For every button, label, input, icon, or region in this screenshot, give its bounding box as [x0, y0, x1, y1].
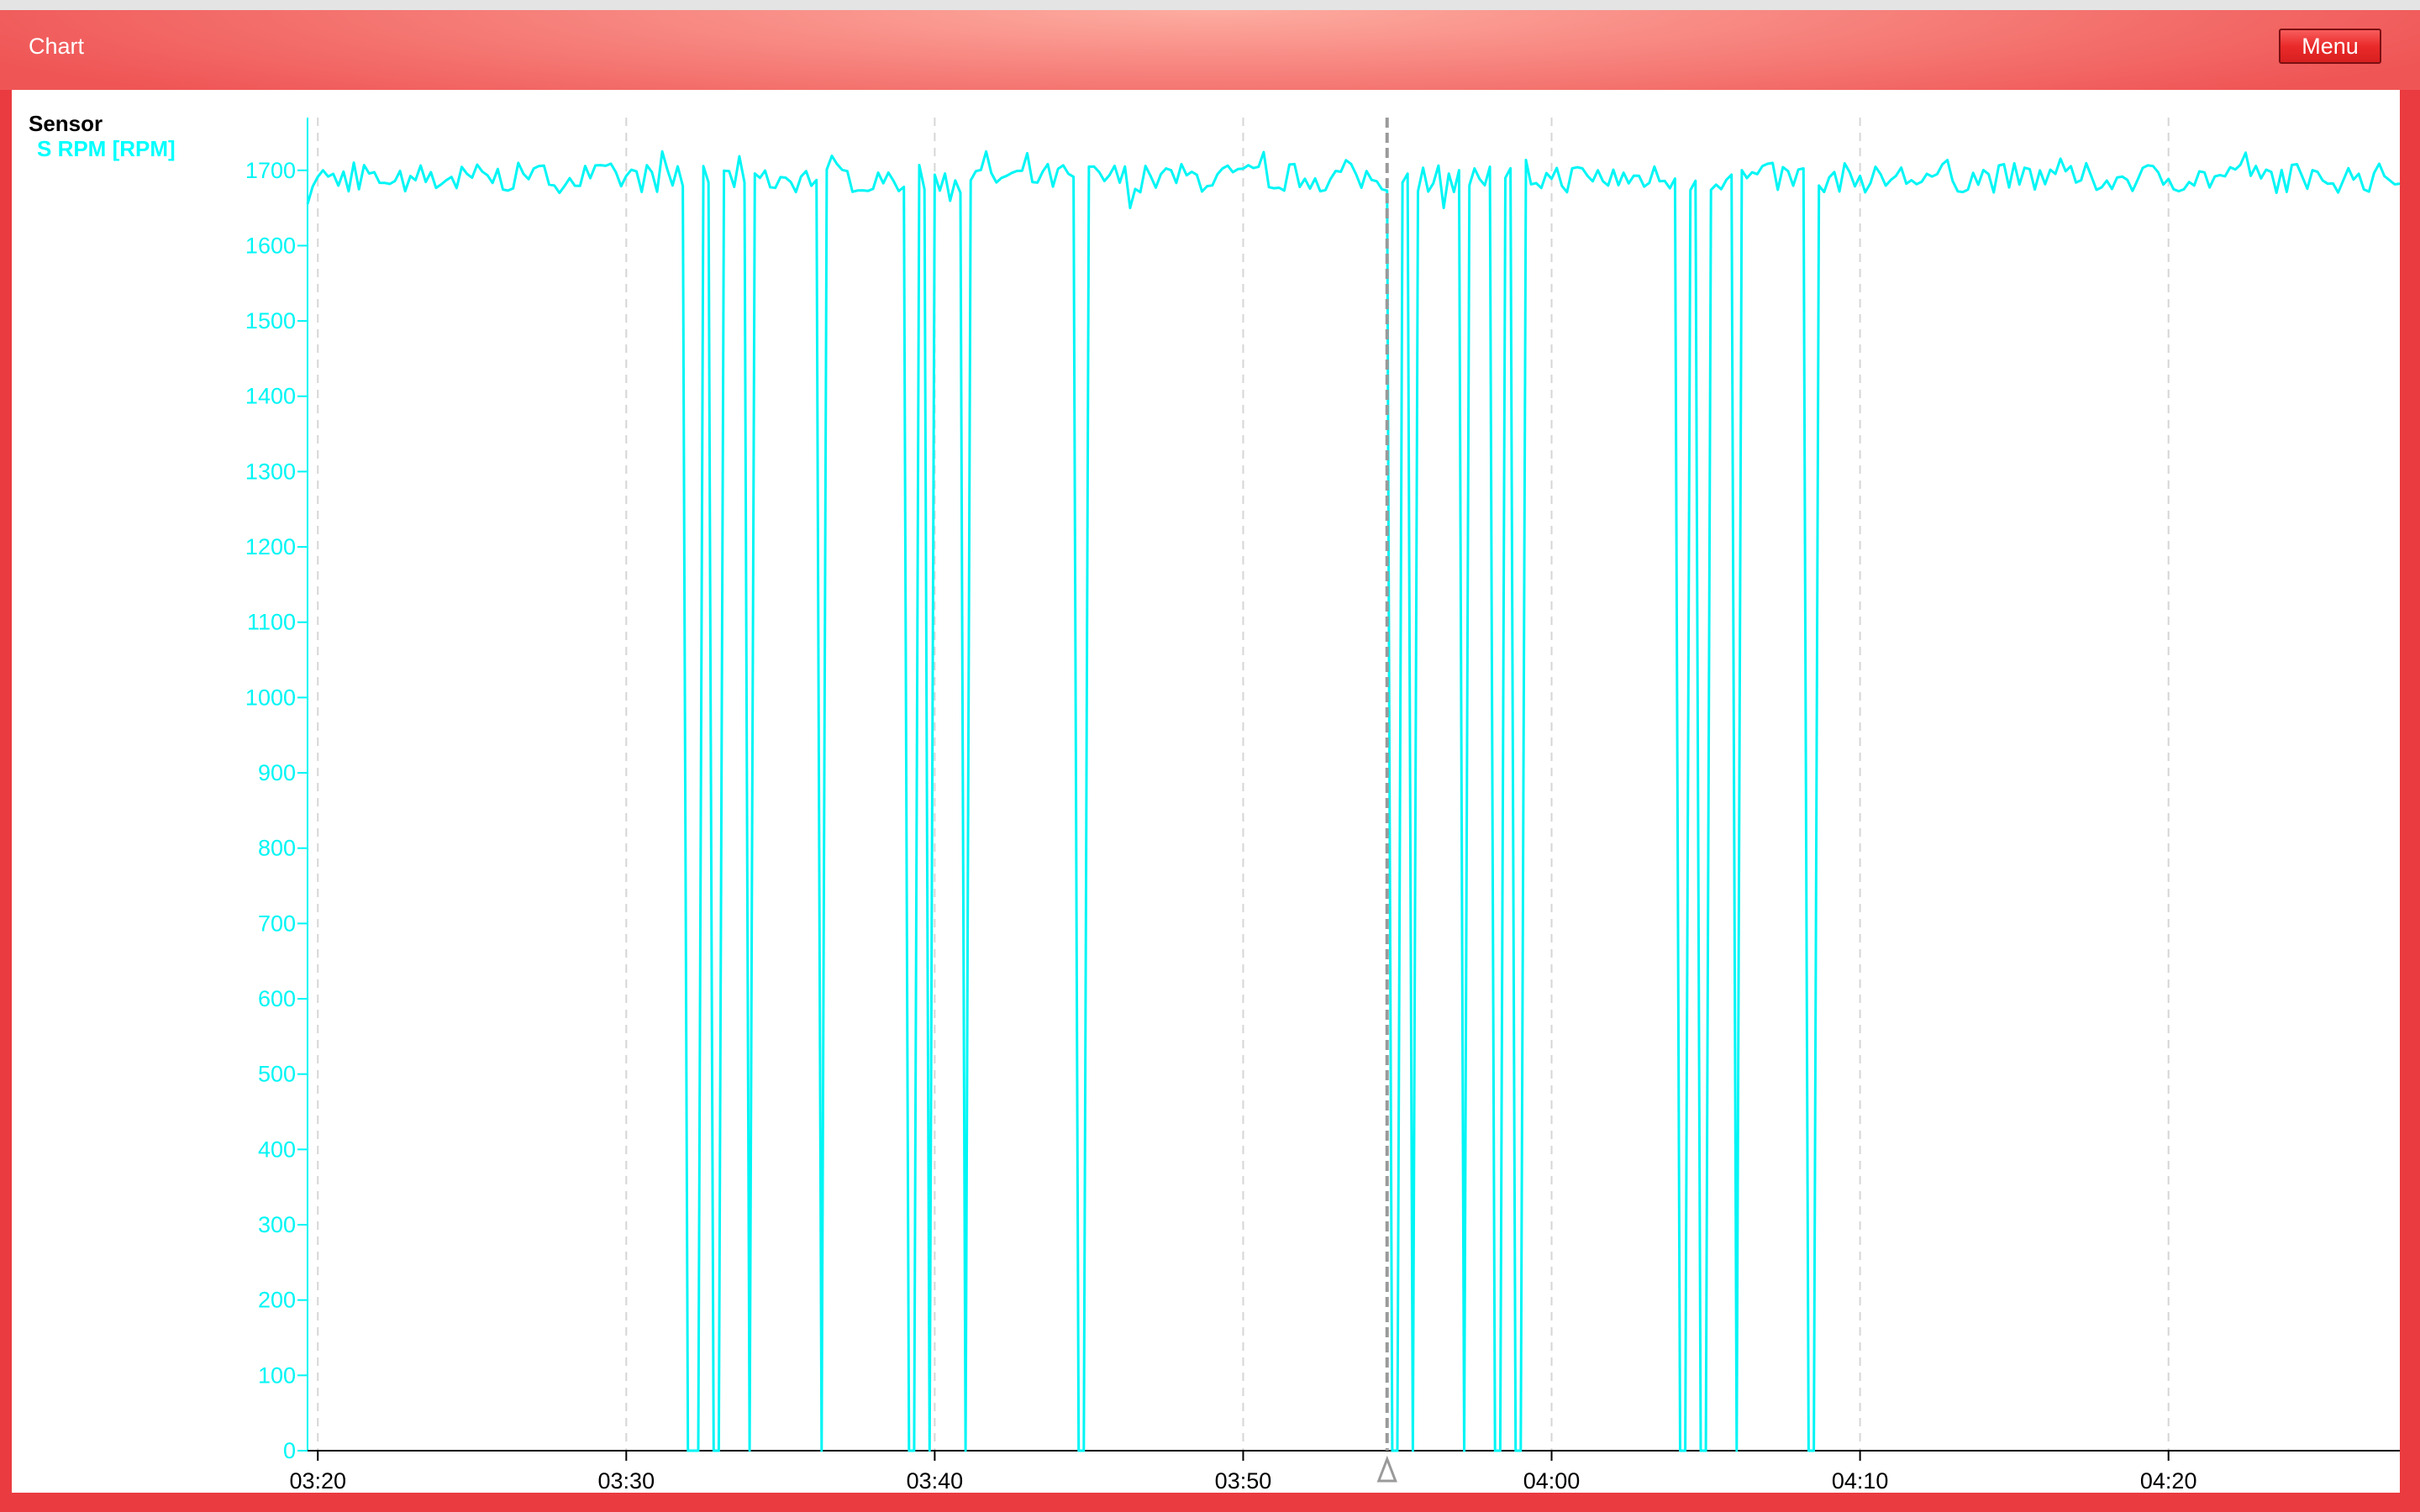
y-tick-label: 400: [258, 1137, 296, 1162]
y-tick-label: 700: [258, 911, 296, 936]
x-tick-label: 03:50: [1215, 1468, 1272, 1494]
legend-title: Sensor: [29, 111, 103, 136]
y-tick-label: 200: [258, 1288, 296, 1313]
chart-window: Chart Menu: [0, 10, 2420, 1512]
grid-lines: [317, 118, 2170, 1451]
x-tick-label: 03:30: [598, 1468, 655, 1494]
axes: 03:20 03:30 03:40 03:50 04:00 04:10 04:20 0 100 2…: [245, 118, 2400, 1494]
plot-panel: [12, 90, 2400, 1493]
y-tick-label: 0: [283, 1438, 296, 1463]
series-line-s-rpm: [306, 150, 2401, 1452]
x-tick-label: 04:00: [1523, 1468, 1581, 1494]
y-tick-label: 1500: [245, 308, 296, 333]
y-tick-label: 1200: [245, 534, 296, 559]
y-tick-label: 300: [258, 1212, 296, 1237]
time-cursor-handle[interactable]: [1376, 1455, 1397, 1483]
x-tick-label: 03:20: [289, 1468, 346, 1494]
y-tick-label: 600: [258, 986, 296, 1011]
y-tick-label: 500: [258, 1062, 296, 1087]
time-cursor[interactable]: [1376, 118, 1397, 1483]
x-tick-label: 03:40: [907, 1468, 964, 1494]
y-tick-label: 1100: [247, 610, 296, 635]
y-tick-label: 100: [258, 1362, 296, 1388]
y-tick-label: 1700: [245, 158, 296, 183]
legend-series-label[interactable]: S RPM [RPM]: [37, 136, 176, 161]
x-tick-label: 04:10: [1832, 1468, 1889, 1494]
series-layer: [306, 150, 2401, 1452]
menu-button[interactable]: Menu: [2279, 29, 2381, 64]
y-tick-label: 1600: [245, 233, 296, 258]
y-tick-label: 900: [258, 760, 296, 785]
y-tick-label: 1000: [245, 685, 296, 710]
y-tick-label: 800: [258, 836, 296, 861]
y-tick-label: 1400: [245, 384, 296, 409]
x-tick-label: 04:20: [2140, 1468, 2197, 1494]
title-bar: Chart Menu: [0, 10, 2420, 90]
y-tick-label: 1300: [245, 459, 296, 484]
window-title: Chart: [29, 34, 85, 59]
